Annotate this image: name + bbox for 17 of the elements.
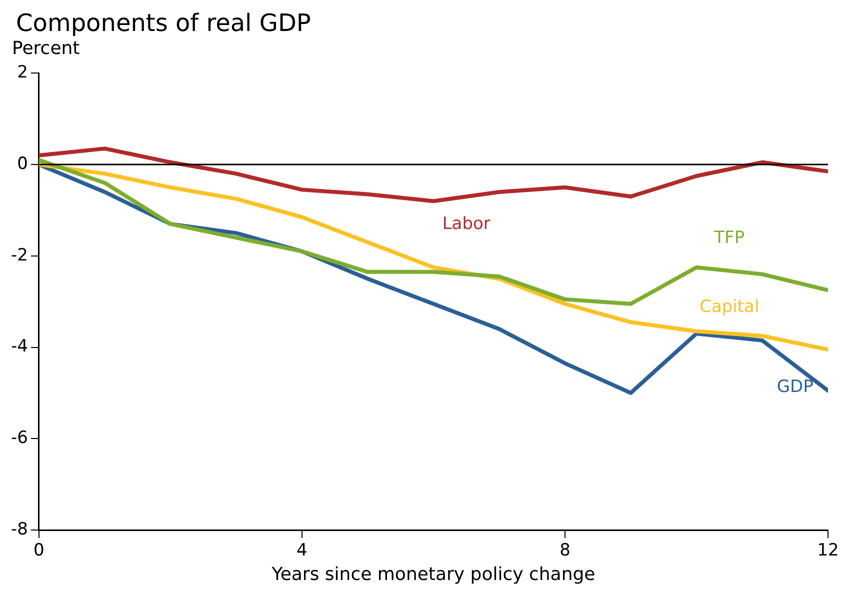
x-tick-label: 8 — [560, 540, 570, 561]
series-label: GDP — [776, 376, 814, 397]
x-axis-title: Years since monetary policy change — [270, 564, 596, 585]
series-label: TFP — [713, 228, 745, 248]
y-tick-label: 2 — [17, 62, 28, 83]
series-label: Capital — [700, 297, 760, 317]
series-label: Labor — [442, 214, 490, 234]
chart-title: Components of real GDP — [16, 8, 312, 38]
x-tick-label: 0 — [34, 540, 44, 561]
y-tick-label: -4 — [10, 336, 28, 357]
y-tick-label: -2 — [10, 245, 28, 266]
y-tick-label: -6 — [10, 428, 28, 448]
x-tick-label: 4 — [296, 540, 308, 561]
y-tick-label: -8 — [10, 519, 28, 540]
y-tick-label: 0 — [17, 154, 28, 174]
y-axis-title: Percent — [12, 38, 81, 60]
x-tick-label: 12 — [817, 540, 839, 561]
